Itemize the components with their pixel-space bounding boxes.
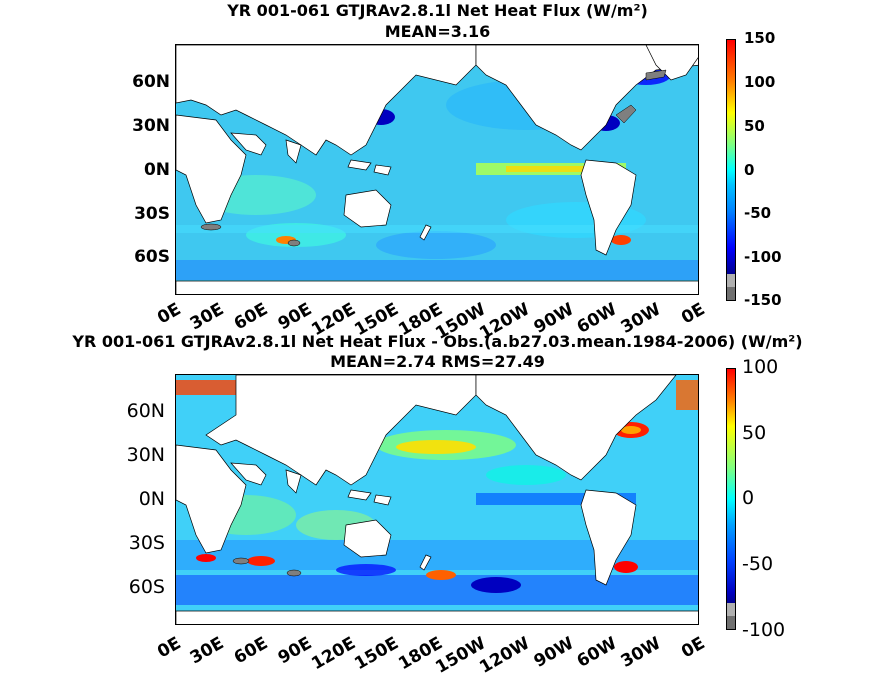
panel1-lon-label: 0E xyxy=(153,299,184,329)
panel2-lon-label: 90E xyxy=(274,633,315,669)
panel2-colorbar xyxy=(726,368,736,630)
panel2-lat-label: 30N xyxy=(126,444,165,466)
panel2-title: YR 001-061 GTJRAv2.8.1l Net Heat Flux - … xyxy=(72,332,803,351)
panel2-lon-label: 30E xyxy=(187,633,228,669)
panel1-lat-label: 60N xyxy=(132,72,170,92)
panel2-lon-label: 30W xyxy=(617,633,665,672)
panel1-colorbar-tick: -100 xyxy=(744,248,782,266)
panel2-lat-label: 30S xyxy=(128,532,165,554)
panel1-colorbar-tick: 100 xyxy=(744,73,776,91)
panel1-subtitle: MEAN=3.16 xyxy=(384,22,491,41)
panel1-colorbar xyxy=(726,39,736,301)
panel1-colorbar-tick: 0 xyxy=(744,161,755,179)
panel2-colorbar-tick: -100 xyxy=(742,619,786,641)
panel2-lon-label: 150E xyxy=(351,633,403,675)
panel1-colorbar-tick: -50 xyxy=(744,204,772,222)
panel1-lat-label: 0N xyxy=(143,160,170,180)
panel2-lon-label: 120E xyxy=(307,633,359,675)
panel1-lon-label: 0E xyxy=(677,299,708,329)
panel1-lat-label: 30N xyxy=(132,116,170,136)
panel2-map-svg xyxy=(176,375,698,624)
panel2-lon-label: 90W xyxy=(530,633,577,672)
panel2-colorbar-tick: 50 xyxy=(742,422,767,444)
panel2-lat-label: 60N xyxy=(126,400,165,422)
panel1-lon-label: 60E xyxy=(230,299,272,335)
panel1-colorbar-tick: 50 xyxy=(744,117,765,135)
panel2-map xyxy=(175,374,699,625)
panel2-lon-label: 60E xyxy=(230,633,272,669)
panel2-colorbar-tick: 100 xyxy=(742,356,779,378)
panel2-lat-label: 60S xyxy=(128,576,165,598)
panel2-lon-label: 60W xyxy=(573,633,621,672)
panel1-colorbar-tick: 150 xyxy=(744,29,776,47)
panel2-colorbar-tick: 0 xyxy=(742,487,755,509)
panel2-lon-label: 0E xyxy=(677,633,708,663)
panel2-subtitle: MEAN=2.74 RMS=27.49 xyxy=(330,352,545,371)
panel1-lon-label: 30E xyxy=(187,299,228,335)
panel1-title: YR 001-061 GTJRAv2.8.1l Net Heat Flux (W… xyxy=(227,1,648,20)
panel1-lat-label: 60S xyxy=(134,247,170,267)
panel2-lat-label: 0N xyxy=(138,488,165,510)
panel1-map-svg xyxy=(176,45,698,294)
panel2-colorbar-tick: -50 xyxy=(742,553,774,575)
panel1-map xyxy=(175,44,699,295)
panel1-lon-label: 90E xyxy=(274,299,315,335)
panel2-lon-label: 0E xyxy=(153,633,184,663)
panel1-lat-label: 30S xyxy=(134,204,170,224)
panel1-colorbar-tick: -150 xyxy=(744,291,782,309)
